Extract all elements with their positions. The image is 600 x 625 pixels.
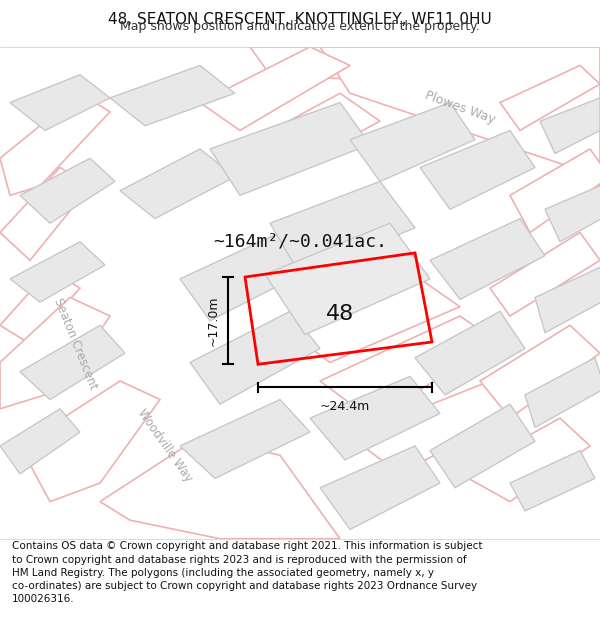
Polygon shape bbox=[350, 102, 475, 181]
Polygon shape bbox=[535, 265, 600, 332]
Text: Map shows position and indicative extent of the property.: Map shows position and indicative extent… bbox=[120, 20, 480, 32]
Text: Woodville Way: Woodville Way bbox=[135, 407, 195, 485]
Text: Seaton Crescent: Seaton Crescent bbox=[51, 296, 99, 391]
Polygon shape bbox=[545, 181, 600, 242]
Polygon shape bbox=[310, 376, 440, 460]
Polygon shape bbox=[0, 168, 90, 261]
Polygon shape bbox=[430, 404, 535, 488]
Polygon shape bbox=[320, 446, 440, 529]
Polygon shape bbox=[0, 409, 80, 474]
Polygon shape bbox=[430, 219, 545, 299]
Polygon shape bbox=[200, 47, 350, 131]
Polygon shape bbox=[350, 381, 520, 474]
Polygon shape bbox=[415, 311, 525, 395]
Polygon shape bbox=[540, 98, 600, 154]
Polygon shape bbox=[250, 47, 600, 93]
Polygon shape bbox=[510, 149, 600, 232]
Text: ~24.4m: ~24.4m bbox=[320, 401, 370, 414]
Polygon shape bbox=[100, 437, 340, 539]
Polygon shape bbox=[525, 357, 600, 428]
Polygon shape bbox=[120, 149, 235, 219]
Polygon shape bbox=[0, 298, 110, 409]
Polygon shape bbox=[210, 102, 370, 196]
Text: Contains OS data © Crown copyright and database right 2021. This information is : Contains OS data © Crown copyright and d… bbox=[12, 541, 482, 604]
Polygon shape bbox=[10, 75, 110, 131]
Polygon shape bbox=[220, 93, 380, 186]
Text: 48, SEATON CRESCENT, KNOTTINGLEY, WF11 0HU: 48, SEATON CRESCENT, KNOTTINGLEY, WF11 0… bbox=[108, 12, 492, 27]
Polygon shape bbox=[20, 381, 160, 502]
Text: ~164m²/~0.041ac.: ~164m²/~0.041ac. bbox=[213, 232, 387, 251]
Polygon shape bbox=[460, 418, 590, 502]
Polygon shape bbox=[110, 66, 235, 126]
Polygon shape bbox=[0, 93, 110, 196]
Polygon shape bbox=[180, 232, 310, 321]
Polygon shape bbox=[500, 66, 600, 131]
Polygon shape bbox=[265, 223, 430, 334]
Polygon shape bbox=[20, 325, 125, 399]
Text: 48: 48 bbox=[326, 304, 354, 324]
Polygon shape bbox=[270, 181, 415, 274]
Text: Plowes Way: Plowes Way bbox=[423, 89, 497, 126]
Polygon shape bbox=[510, 451, 595, 511]
Text: ~17.0m: ~17.0m bbox=[207, 296, 220, 346]
Polygon shape bbox=[320, 47, 600, 177]
Polygon shape bbox=[480, 325, 600, 418]
Polygon shape bbox=[10, 242, 105, 302]
Polygon shape bbox=[0, 269, 80, 344]
Polygon shape bbox=[420, 131, 535, 209]
Polygon shape bbox=[280, 279, 460, 362]
Polygon shape bbox=[20, 158, 115, 223]
Polygon shape bbox=[320, 316, 500, 418]
Polygon shape bbox=[190, 311, 320, 404]
Polygon shape bbox=[180, 399, 310, 478]
Polygon shape bbox=[490, 232, 600, 316]
